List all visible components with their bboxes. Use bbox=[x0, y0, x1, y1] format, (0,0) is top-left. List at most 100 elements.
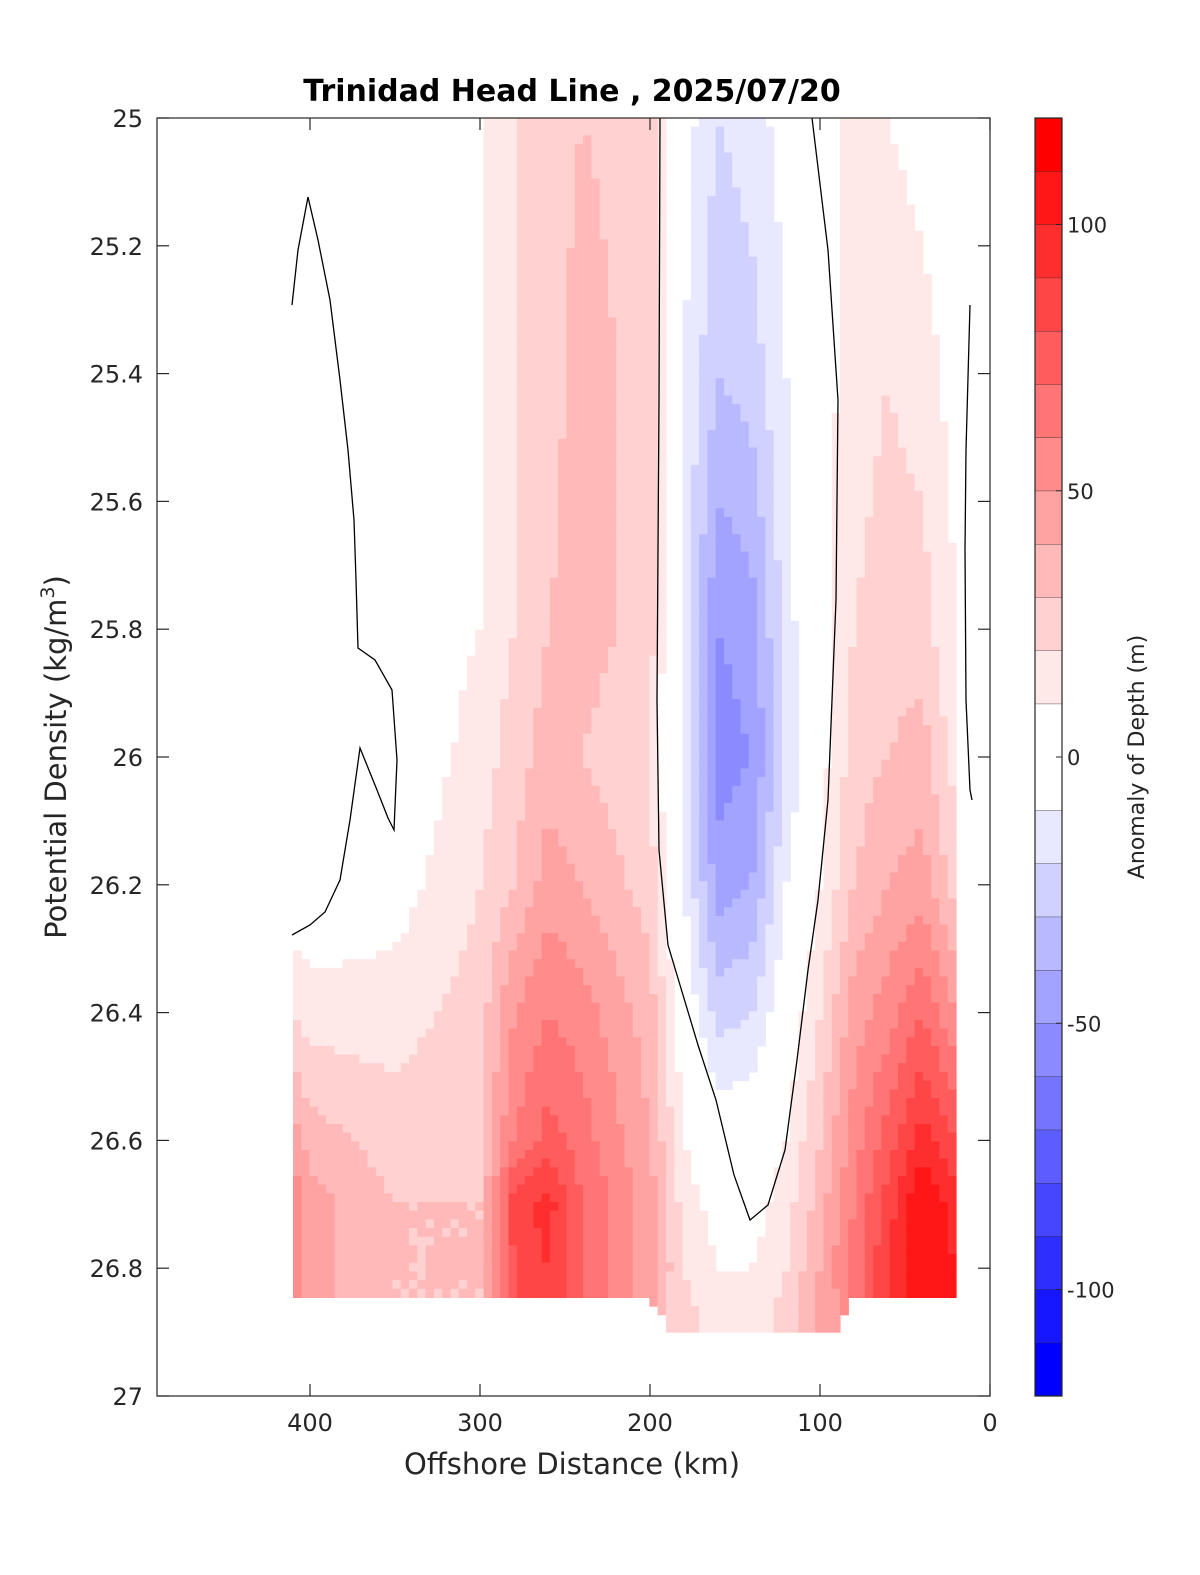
anomaly-cell bbox=[765, 282, 775, 293]
anomaly-cell bbox=[500, 118, 510, 128]
anomaly-cell bbox=[433, 889, 443, 900]
anomaly-cell bbox=[566, 915, 576, 926]
anomaly-cell bbox=[831, 941, 841, 952]
anomaly-cell bbox=[707, 343, 717, 353]
anomaly-cell bbox=[541, 933, 551, 943]
anomaly-cell bbox=[839, 959, 849, 969]
anomaly-cell bbox=[533, 811, 543, 822]
anomaly-cell bbox=[558, 204, 568, 214]
anomaly-cell bbox=[922, 404, 932, 414]
anomaly-cell bbox=[591, 343, 601, 353]
anomaly-cell bbox=[533, 768, 543, 778]
anomaly-cell bbox=[864, 907, 874, 917]
anomaly-cell bbox=[873, 586, 883, 596]
anomaly-cell bbox=[566, 300, 576, 310]
anomaly-cell bbox=[583, 664, 592, 674]
anomaly-cell bbox=[525, 638, 534, 648]
anomaly-cell bbox=[632, 620, 642, 631]
anomaly-cell bbox=[483, 300, 493, 310]
anomaly-cell bbox=[508, 777, 518, 787]
anomaly-cell bbox=[607, 152, 617, 162]
anomaly-cell bbox=[516, 629, 526, 639]
anomaly-cell bbox=[657, 525, 667, 535]
anomaly-cell bbox=[500, 560, 510, 570]
anomaly-cell bbox=[657, 933, 667, 943]
anomaly-cell bbox=[897, 456, 907, 466]
anomaly-cell bbox=[467, 733, 476, 743]
anomaly-cell bbox=[765, 516, 775, 527]
anomaly-cell bbox=[732, 777, 742, 787]
anomaly-cell bbox=[848, 967, 858, 978]
anomaly-cell bbox=[906, 716, 916, 726]
anomaly-cell bbox=[864, 542, 874, 553]
anomaly-cell bbox=[889, 647, 899, 657]
anomaly-cell bbox=[558, 326, 568, 336]
anomaly-cell bbox=[939, 525, 949, 535]
anomaly-cell bbox=[748, 542, 758, 553]
anomaly-cell bbox=[897, 577, 907, 587]
anomaly-cell bbox=[591, 560, 601, 570]
anomaly-cell bbox=[765, 889, 775, 900]
anomaly-cell bbox=[549, 699, 559, 709]
anomaly-cell bbox=[815, 933, 824, 943]
anomaly-cell bbox=[574, 803, 584, 813]
anomaly-cell bbox=[616, 664, 626, 674]
anomaly-cell bbox=[566, 230, 576, 241]
anomaly-cell bbox=[607, 837, 617, 848]
anomaly-cell bbox=[748, 213, 758, 223]
anomaly-cell bbox=[574, 655, 584, 665]
anomaly-cell bbox=[715, 438, 725, 449]
anomaly-cell bbox=[599, 933, 609, 943]
anomaly-cell bbox=[574, 742, 584, 752]
anomaly-cell bbox=[549, 603, 559, 613]
anomaly-cell bbox=[483, 577, 493, 587]
anomaly-cell bbox=[607, 725, 617, 735]
anomaly-cell bbox=[939, 542, 949, 553]
anomaly-cell bbox=[873, 803, 883, 813]
anomaly-cell bbox=[657, 941, 667, 952]
anomaly-cell bbox=[392, 941, 402, 952]
anomaly-cell bbox=[616, 725, 626, 735]
anomaly-cell bbox=[632, 586, 642, 596]
anomaly-cell bbox=[599, 594, 609, 605]
anomaly-cell bbox=[624, 915, 634, 926]
anomaly-cell bbox=[690, 785, 700, 796]
anomaly-cell bbox=[475, 872, 485, 882]
anomaly-cell bbox=[839, 950, 849, 960]
anomaly-cell bbox=[723, 629, 733, 639]
anomaly-cell bbox=[641, 508, 650, 518]
anomaly-cell bbox=[765, 768, 775, 778]
anomaly-cell bbox=[541, 534, 551, 544]
anomaly-cell bbox=[649, 742, 659, 752]
anomaly-cell bbox=[765, 542, 775, 553]
anomaly-cell bbox=[881, 161, 891, 171]
anomaly-cell bbox=[483, 473, 493, 483]
anomaly-cell bbox=[607, 777, 617, 787]
anomaly-cell bbox=[599, 629, 609, 639]
anomaly-cell bbox=[931, 456, 941, 466]
anomaly-cell bbox=[856, 196, 866, 206]
anomaly-cell bbox=[864, 664, 874, 674]
anomaly-cell bbox=[516, 430, 526, 440]
anomaly-cell bbox=[433, 829, 443, 839]
anomaly-cell bbox=[914, 915, 924, 926]
anomaly-cell bbox=[591, 690, 601, 700]
anomaly-cell bbox=[873, 256, 883, 267]
anomaly-cell bbox=[483, 135, 493, 145]
anomaly-cell bbox=[541, 161, 551, 171]
anomaly-cell bbox=[889, 438, 899, 449]
anomaly-cell bbox=[748, 577, 758, 587]
anomaly-cell bbox=[914, 794, 924, 804]
anomaly-cell bbox=[922, 699, 932, 709]
anomaly-cell bbox=[583, 534, 592, 544]
anomaly-cell bbox=[591, 430, 601, 440]
anomaly-cell bbox=[566, 248, 576, 258]
anomaly-cell bbox=[773, 898, 783, 908]
anomaly-cell bbox=[914, 941, 924, 952]
anomaly-cell bbox=[641, 161, 650, 171]
anomaly-cell bbox=[889, 239, 899, 249]
anomaly-cell bbox=[616, 568, 626, 579]
anomaly-cell bbox=[607, 629, 617, 639]
anomaly-cell bbox=[641, 118, 650, 128]
anomaly-cell bbox=[873, 213, 883, 223]
